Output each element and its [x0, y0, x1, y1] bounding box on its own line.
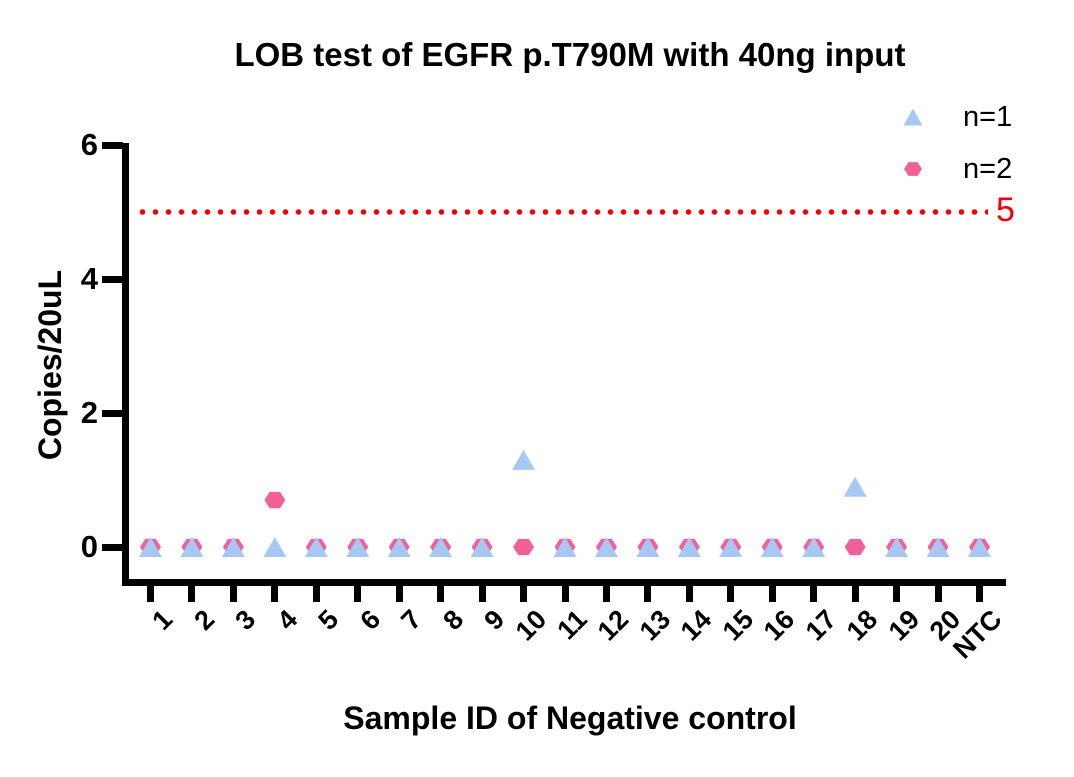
x-tick-label: 10 — [509, 604, 552, 647]
y-tick — [102, 543, 123, 551]
y-tick — [102, 275, 123, 283]
y-tick-label: 6 — [80, 127, 98, 162]
x-tick-label: 13 — [633, 604, 677, 647]
x-tick-label: 18 — [840, 604, 884, 647]
x-tick — [727, 586, 735, 602]
legend-item-n1: n=1 — [896, 98, 1012, 136]
x-tick — [561, 586, 569, 602]
x-tick-label: 7 — [395, 604, 428, 636]
x-tick — [478, 586, 486, 602]
y-tick — [102, 409, 123, 417]
x-tick-label: 16 — [758, 604, 801, 647]
x-tick-label: 5 — [312, 604, 345, 636]
x-tick-label: 6 — [354, 604, 386, 636]
x-tick-label: 12 — [592, 604, 635, 647]
x-tick — [147, 586, 154, 602]
x-tick-label: 1 — [146, 604, 179, 636]
x-tick-label: 17 — [799, 604, 842, 647]
x-tick-label: 15 — [716, 604, 760, 647]
x-tick — [768, 586, 776, 602]
x-tick-label: 9 — [478, 604, 511, 636]
x-tick-label: 8 — [437, 604, 469, 636]
y-tick-label: 2 — [80, 395, 98, 430]
x-tick — [437, 586, 445, 602]
legend-label-n2: n=2 — [963, 152, 1013, 185]
x-tick — [644, 586, 652, 602]
x-tick — [520, 586, 528, 602]
x-tick-label: 19 — [882, 604, 925, 647]
x-tick — [893, 586, 901, 602]
x-tick — [188, 586, 196, 602]
data-point-hexagon — [264, 491, 286, 509]
x-tick-label: NTC — [947, 604, 1008, 665]
x-tick-label: 4 — [271, 604, 304, 636]
x-tick — [851, 586, 859, 602]
data-point-triangle — [263, 537, 287, 557]
x-tick — [312, 586, 320, 602]
legend: n=1 n=2 — [896, 98, 1012, 188]
data-point-triangle — [512, 449, 536, 470]
x-tick — [976, 586, 983, 602]
x-tick — [934, 586, 942, 602]
hexagon-marker-icon — [904, 162, 922, 176]
legend-item-n2: n=2 — [896, 150, 1012, 188]
x-tick-label: 3 — [229, 604, 262, 636]
x-tick — [685, 586, 693, 602]
data-point-hexagon — [844, 538, 866, 556]
x-tick-label: 11 — [551, 604, 594, 646]
data-point-hexagon — [513, 538, 535, 556]
x-tick — [395, 586, 403, 602]
data-point-triangle — [843, 476, 867, 497]
y-axis-title: Copies/20uL — [32, 269, 68, 461]
threshold-label: 5 — [996, 191, 1015, 229]
legend-swatch-n1 — [896, 108, 930, 126]
x-tick-label: 14 — [675, 604, 718, 647]
x-tick — [602, 586, 610, 602]
threshold-dotted-line — [136, 209, 988, 215]
y-axis-line — [122, 143, 129, 586]
x-tick — [229, 586, 237, 602]
x-tick — [810, 586, 818, 602]
y-tick — [102, 141, 123, 149]
x-tick — [271, 586, 279, 602]
legend-swatch-n2 — [896, 161, 930, 177]
x-axis-line — [122, 579, 1006, 586]
y-tick-label: 0 — [80, 529, 98, 564]
x-axis-title: Sample ID of Negative control — [343, 700, 797, 736]
y-tick-label: 4 — [80, 261, 98, 296]
chart-title: LOB test of EGFR p.T790M with 40ng input — [234, 36, 906, 73]
x-tick-label: 2 — [188, 604, 221, 636]
x-tick — [354, 586, 362, 602]
legend-label-n1: n=1 — [963, 100, 1013, 133]
triangle-marker-icon — [903, 108, 923, 126]
